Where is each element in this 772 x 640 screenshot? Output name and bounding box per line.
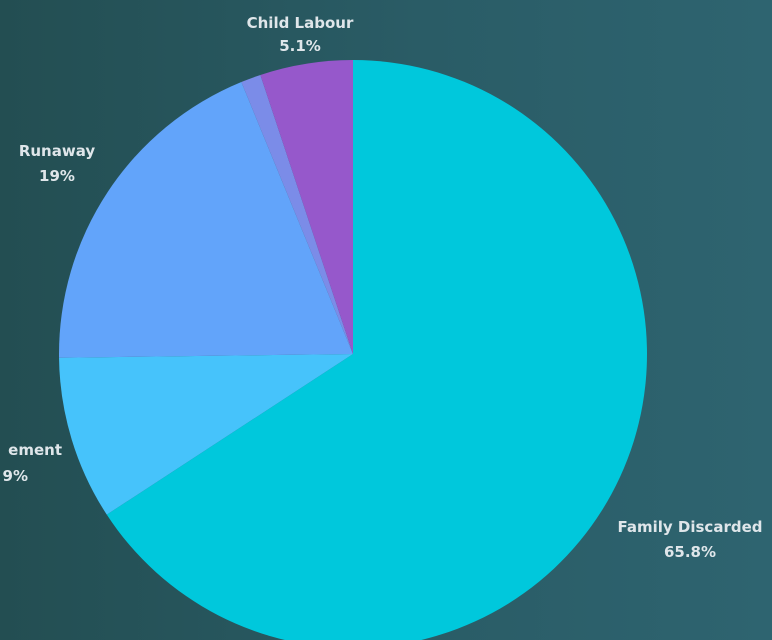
slice-family-discarded-0 — [106, 60, 647, 640]
label-value-family-discarded: 65.8% — [664, 543, 716, 561]
label-name-family-discarded: Family Discarded — [618, 518, 763, 536]
slice-child-labour-4 — [260, 60, 353, 354]
label-name-runaway: Runaway — [19, 142, 96, 160]
pie-slices — [59, 60, 647, 640]
label-name-displacement: ement — [8, 441, 62, 459]
label-value-child-labour: 5.1% — [279, 37, 321, 55]
slice-displacement-1 — [59, 354, 353, 515]
label-value-displacement: 9% — [3, 467, 28, 485]
slice-unlabeled-3 — [241, 74, 353, 355]
pie-labels: Family Discarded 65.8% ement 9% Runaway … — [3, 14, 763, 561]
label-value-runaway: 19% — [39, 167, 75, 185]
label-name-child-labour: Child Labour — [247, 14, 354, 32]
slice-runaway-2 — [59, 82, 353, 358]
